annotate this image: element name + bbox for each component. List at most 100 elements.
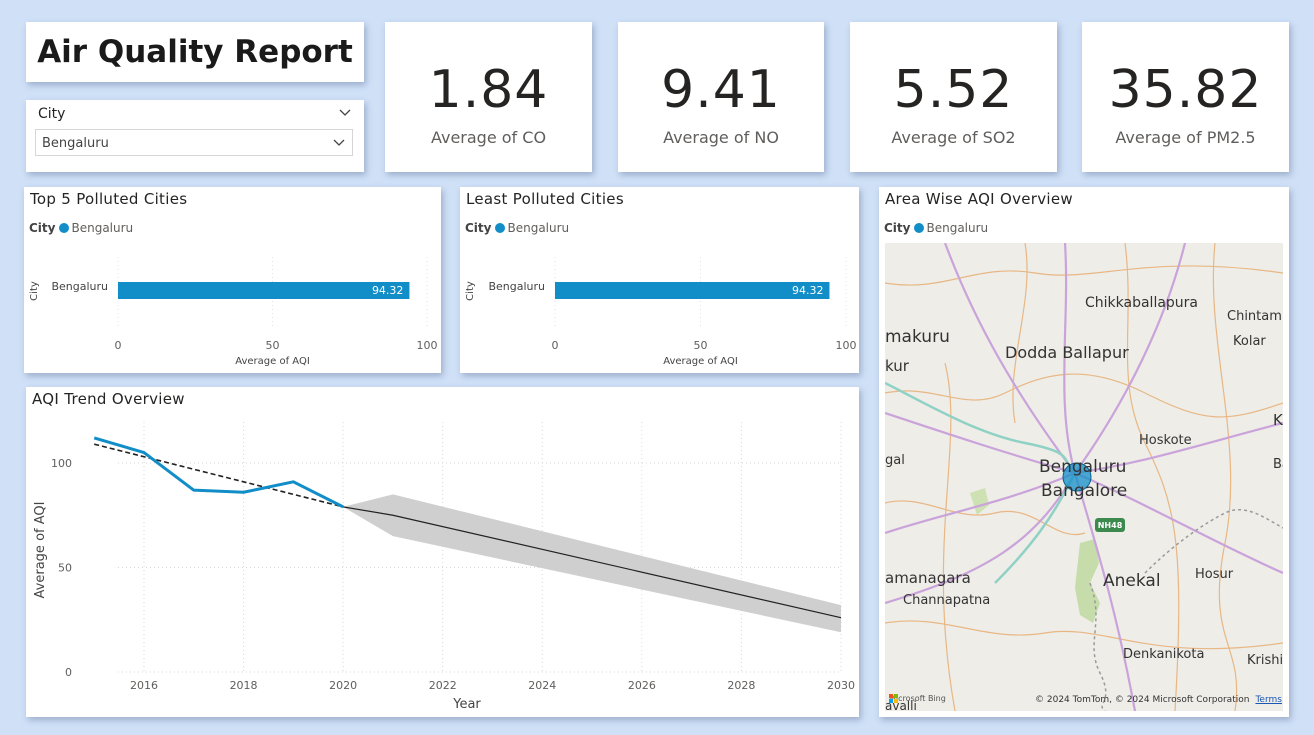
map-canvas[interactable]: NH48 Microsoft Bing © 2024 TomTom, © 202… bbox=[885, 243, 1283, 711]
visual-title: Least Polluted Cities bbox=[466, 190, 624, 208]
bar bbox=[555, 282, 830, 299]
map-place-label: kur bbox=[885, 357, 909, 375]
x-tick-label: 2024 bbox=[528, 679, 556, 692]
chevron-down-icon[interactable] bbox=[332, 136, 346, 150]
legend-marker bbox=[59, 223, 70, 233]
map-place-label: Bengaluru bbox=[1039, 457, 1127, 477]
legend-item: Bengaluru bbox=[71, 221, 134, 235]
chevron-down-icon[interactable] bbox=[338, 106, 352, 120]
x-tick-label: 50 bbox=[266, 339, 280, 352]
city-dropdown[interactable]: Bengaluru bbox=[35, 129, 353, 156]
map-attribution-text: © 2024 TomTom, © 2024 Microsoft Corporat… bbox=[1035, 695, 1250, 705]
x-tick-label: 100 bbox=[836, 339, 857, 352]
x-tick-label: 100 bbox=[417, 339, 438, 352]
y-tick-label: 50 bbox=[58, 562, 72, 575]
visual-title: AQI Trend Overview bbox=[32, 390, 185, 408]
map-provider-name: Microsoft Bing bbox=[889, 694, 946, 703]
chart-legend: City Bengaluru bbox=[884, 221, 988, 235]
city-slicer[interactable]: City Bengaluru bbox=[26, 100, 364, 172]
map-background: NH48 bbox=[885, 243, 1283, 711]
slicer-header: City bbox=[38, 106, 66, 122]
map-place-label: K bbox=[1273, 411, 1283, 429]
x-tick-label: 2020 bbox=[329, 679, 357, 692]
top5-polluted-card[interactable]: Top 5 Polluted Cities City Bengaluru 0 50 1… bbox=[24, 187, 441, 373]
aqi-trend-card[interactable]: AQI Trend Overview 0 50 100 2016 2018 2020 202… bbox=[26, 387, 859, 717]
kpi-label: Average of PM2.5 bbox=[1115, 128, 1256, 147]
map-terms-link[interactable]: Terms bbox=[1255, 695, 1282, 705]
chart-legend: City Bengaluru bbox=[465, 221, 569, 235]
microsoft-logo-icon bbox=[889, 694, 898, 703]
map-place-label: Anekal bbox=[1103, 571, 1161, 591]
kpi-label: Average of NO bbox=[663, 128, 779, 147]
x-axis-title: Average of AQI bbox=[663, 356, 738, 367]
visual-title: Area Wise AQI Overview bbox=[885, 190, 1073, 208]
kpi-card-co[interactable]: 1.84 Average of CO bbox=[385, 22, 592, 172]
map-place-label: Kolar bbox=[1233, 334, 1266, 349]
least-polluted-card[interactable]: Least Polluted Cities City Bengaluru 0 50 1… bbox=[460, 187, 859, 373]
kpi-label: Average of CO bbox=[430, 128, 547, 147]
least-bar-chart[interactable]: 0 50 100 Average of AQI City Bengaluru 94.32 bbox=[460, 187, 859, 373]
legend-item: Bengaluru bbox=[926, 221, 989, 235]
map-place-label: makuru bbox=[885, 327, 950, 347]
map-place-label: Denkanikota bbox=[1123, 647, 1205, 662]
map-place-label: Ba bbox=[1273, 457, 1283, 472]
x-tick-label: 0 bbox=[115, 339, 122, 352]
y-tick-label: Bengaluru bbox=[51, 280, 108, 293]
y-axis-title: Average of AQI bbox=[33, 502, 48, 599]
report-title: Air Quality Report bbox=[37, 34, 353, 70]
road-badge: NH48 bbox=[1098, 521, 1123, 530]
legend-marker bbox=[495, 223, 506, 233]
city-dropdown-value: Bengaluru bbox=[42, 136, 109, 151]
legend-title: City bbox=[884, 221, 911, 235]
data-label: 94.32 bbox=[372, 284, 404, 297]
kpi-value: 35.82 bbox=[1108, 60, 1263, 120]
x-tick-label: 2016 bbox=[130, 679, 158, 692]
top5-bar-chart[interactable]: 0 50 100 Average of AQI City Bengaluru 94.32 bbox=[24, 187, 441, 373]
y-axis-title: City bbox=[465, 281, 476, 301]
map-place-label: Channapatna bbox=[903, 593, 991, 608]
map-place-label: gal bbox=[885, 453, 905, 468]
x-tick-label: 2026 bbox=[628, 679, 656, 692]
x-axis-title: Average of AQI bbox=[235, 356, 310, 367]
x-axis-title: Year bbox=[452, 697, 481, 712]
bar bbox=[118, 282, 410, 299]
map-place-label: Hoskote bbox=[1139, 433, 1192, 448]
kpi-card-so2[interactable]: 5.52 Average of SO2 bbox=[850, 22, 1057, 172]
map-place-label: amanagara bbox=[885, 569, 971, 587]
map-place-label: avalli bbox=[885, 699, 917, 711]
aqi-trend-chart[interactable]: 0 50 100 2016 2018 2020 2022 2024 2026 2028 2030 Ye… bbox=[26, 387, 859, 717]
legend-title: City bbox=[29, 221, 56, 235]
data-label: 94.32 bbox=[792, 284, 824, 297]
kpi-value: 5.52 bbox=[893, 60, 1014, 120]
x-tick-label: 2028 bbox=[727, 679, 755, 692]
chart-legend: City Bengaluru bbox=[29, 221, 133, 235]
map-place-label: Hosur bbox=[1195, 567, 1234, 582]
trend-line bbox=[94, 443, 344, 508]
y-tick-label: 100 bbox=[51, 457, 72, 470]
kpi-label: Average of SO2 bbox=[891, 128, 1016, 147]
map-provider: Microsoft Bing bbox=[889, 694, 946, 703]
kpi-value: 9.41 bbox=[661, 60, 781, 120]
visual-title: Top 5 Polluted Cities bbox=[30, 190, 188, 208]
series-line bbox=[93, 436, 344, 509]
y-tick-label: 0 bbox=[65, 666, 72, 679]
forecast-line bbox=[343, 506, 842, 619]
x-tick-label: 2022 bbox=[429, 679, 457, 692]
y-tick-label: Bengaluru bbox=[488, 280, 545, 293]
x-tick-label: 50 bbox=[694, 339, 708, 352]
x-tick-label: 2030 bbox=[827, 679, 855, 692]
legend-marker bbox=[914, 223, 925, 233]
map-place-label: Chintam bbox=[1227, 309, 1282, 324]
area-aqi-map-card[interactable]: Area Wise AQI Overview City Bengaluru bbox=[879, 187, 1289, 717]
map-attribution: © 2024 TomTom, © 2024 Microsoft Corporat… bbox=[1035, 695, 1282, 705]
forecast-band bbox=[343, 494, 841, 633]
y-axis-title: City bbox=[29, 281, 40, 301]
city-marker-bengaluru[interactable] bbox=[1062, 462, 1092, 492]
report-title-card: Air Quality Report bbox=[26, 22, 364, 82]
x-tick-label: 2018 bbox=[230, 679, 258, 692]
legend-item: Bengaluru bbox=[507, 221, 570, 235]
kpi-card-pm25[interactable]: 35.82 Average of PM2.5 bbox=[1082, 22, 1289, 172]
map-place-label: Chikkaballapura bbox=[1085, 295, 1199, 311]
x-tick-label: 0 bbox=[552, 339, 559, 352]
kpi-card-no[interactable]: 9.41 Average of NO bbox=[618, 22, 824, 172]
